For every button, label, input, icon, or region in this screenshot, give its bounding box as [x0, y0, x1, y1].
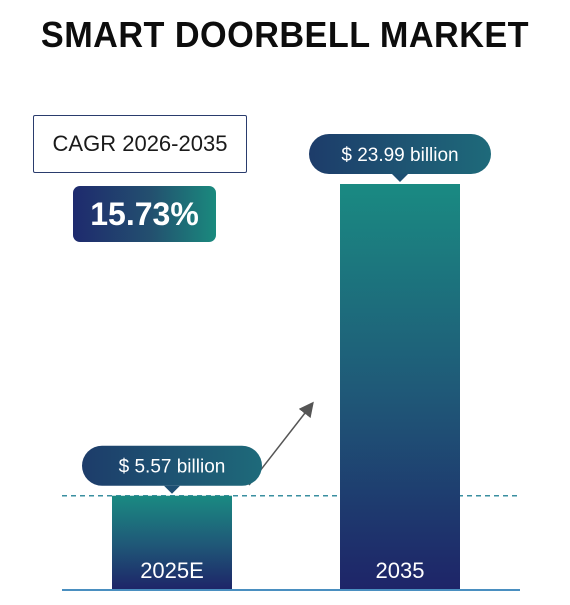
- category-label: 2025E: [140, 558, 204, 583]
- cagr-label-box: CAGR 2026-2035: [33, 115, 247, 173]
- cagr-value-badge: 15.73%: [73, 186, 216, 242]
- value-bubble: [309, 134, 491, 174]
- value-label: $ 5.57 billion: [119, 457, 226, 478]
- page-title: SMART DOORBELL MARKET: [40, 14, 530, 55]
- cagr-label: CAGR 2026-2035: [52, 131, 228, 156]
- value-bubble-pointer: [164, 485, 180, 494]
- bar-2035: [340, 184, 460, 590]
- bar-2025E: [112, 495, 232, 590]
- value-label: $ 23.99 billion: [341, 145, 458, 166]
- category-label: 2035: [376, 558, 425, 583]
- cagr-value: 15.73%: [90, 195, 199, 232]
- value-bubble: [82, 445, 262, 486]
- value-bubble-pointer: [392, 174, 408, 182]
